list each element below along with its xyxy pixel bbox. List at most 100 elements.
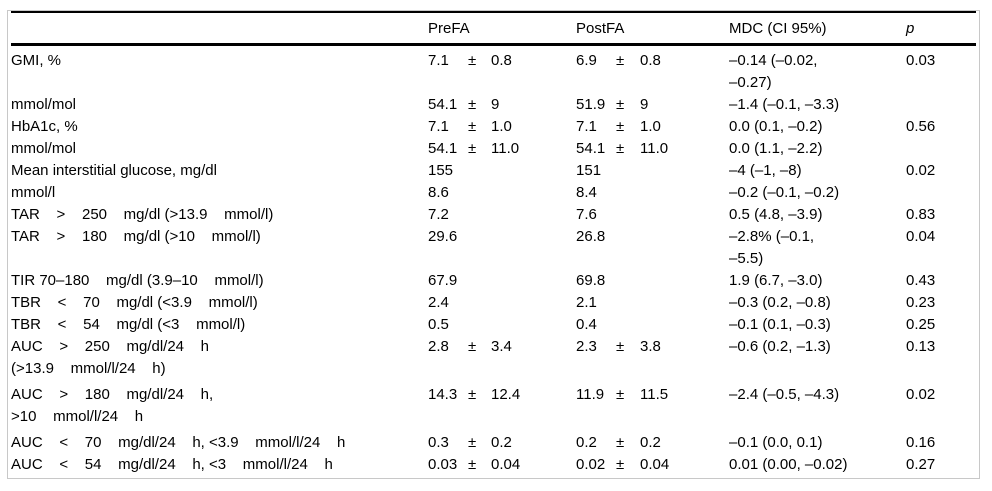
- p-value: 0.02: [906, 386, 936, 403]
- postfa-value: 54.1: [576, 140, 606, 157]
- mdc-ci-value: 0.0 (0.1, –0.2): [729, 118, 823, 135]
- prefa-value: 0.03: [428, 454, 468, 478]
- postfa-sd: 9: [640, 96, 649, 113]
- prefa-value: 0.5: [428, 316, 449, 333]
- p-value: 0.16: [906, 434, 936, 451]
- postfa-plus-minus: ±: [616, 386, 625, 403]
- postfa-plus-minus: [616, 226, 640, 270]
- p-value: [906, 182, 976, 204]
- postfa-value: 2.3: [576, 338, 597, 355]
- postfa-value: 26.8: [576, 228, 606, 245]
- postfa-sd: 0.8: [640, 52, 661, 69]
- postfa-sd: 0.2: [640, 434, 661, 451]
- mdc-ci-value: –2.8% (–0.1, –5.5): [729, 228, 815, 267]
- postfa-sd: [640, 160, 729, 182]
- postfa-plus-minus: [616, 314, 640, 336]
- prefa-sd: 3.4: [491, 338, 512, 355]
- p-value: 0.43: [906, 272, 936, 289]
- postfa-value: 11.9: [576, 386, 605, 403]
- mdc-ci-value: –2.4 (–0.5, –4.3): [729, 386, 840, 403]
- postfa-plus-minus: ±: [616, 140, 625, 157]
- postfa-sd: 11.0: [640, 140, 669, 157]
- prefa-plus-minus: [468, 204, 491, 226]
- table-row: mmol/mol 54.1 ±9 51.9 ±9 –1.4 (–0.1, –3.3): [11, 94, 976, 116]
- table-row: TBR < 70 mg/dl (<3.9 mmol/l) 2.4 2.1 –0.3 (…: [11, 292, 976, 314]
- postfa-value: 6.9: [576, 52, 597, 69]
- row-label: HbA1c, %: [11, 118, 78, 135]
- p-value: 0.25: [906, 316, 936, 333]
- postfa-value: 0.2: [576, 434, 597, 451]
- table-row: mmol/l 8.6 8.4 –0.2 (–0.1, –0.2): [11, 182, 976, 204]
- postfa-value: 7.1: [576, 118, 597, 135]
- prefa-plus-minus: [468, 314, 491, 336]
- prefa-sd: [491, 226, 576, 270]
- mdc-ci-value: 0.5 (4.8, –3.9): [729, 206, 823, 223]
- prefa-value: 155: [428, 162, 454, 179]
- postfa-plus-minus: [616, 160, 640, 182]
- table-row: mmol/mol 54.1 ±11.0 54.1 ±11.0 0.0 (1.1, –2.2…: [11, 138, 976, 160]
- mdc-ci-value: –0.14 (–0.02, –0.27): [729, 52, 818, 91]
- prefa-value: 0.3: [428, 434, 449, 451]
- postfa-value: 51.9: [576, 96, 606, 113]
- prefa-sd: [491, 204, 576, 226]
- postfa-plus-minus: [616, 292, 640, 314]
- mdc-ci-value: –0.1 (0.0, 0.1): [729, 434, 823, 451]
- postfa-value: 7.6: [576, 206, 597, 223]
- mdc-ci-value: –4 (–1, –8): [729, 162, 802, 179]
- prefa-value: 54.1: [428, 96, 458, 113]
- prefa-sd: 0.04: [491, 454, 577, 478]
- paper-table-figure: PreFA PostFA MDC (CI 95%) p GMI, % 7.1 ±0.…: [7, 10, 980, 479]
- prefa-plus-minus: [468, 270, 491, 292]
- mdc-ci-value: –0.6 (0.2, –1.3): [729, 338, 831, 355]
- prefa-sd: 9: [491, 96, 500, 113]
- prefa-plus-minus: [468, 226, 491, 270]
- row-label-column-header: [11, 11, 428, 46]
- prefa-value: 2.8: [428, 338, 449, 355]
- table-row: TIR 70–180 mg/dl (3.9–10 mmol/l) 67.9 69.8…: [11, 270, 976, 292]
- postfa-sd: 0.04: [640, 454, 730, 478]
- prefa-sd: [491, 182, 576, 204]
- row-label: AUC < 70 mg/dl/24 h, <3.9 mmol/l/24 h: [11, 434, 346, 451]
- row-label: AUC > 180 mg/dl/24 h, >10 mmol/l/24 h: [11, 386, 214, 425]
- postfa-value: 2.1: [576, 294, 597, 311]
- p-value: 0.27: [906, 454, 976, 478]
- column-header-p: p: [906, 11, 976, 46]
- table-row: TAR > 250 mg/dl (>13.9 mmol/l) 7.2 7.6 0.5 …: [11, 204, 976, 226]
- table-row: HbA1c, % 7.1 ±1.0 7.1 ±1.0 0.0 (0.1, –0.2) 0.5…: [11, 116, 976, 138]
- p-value: [906, 138, 976, 160]
- row-label: Mean interstitial glucose, mg/dl: [11, 162, 217, 179]
- prefa-sd: [491, 314, 576, 336]
- row-label: AUC > 250 mg/dl/24 h (>13.9 mmol/l/24 h): [11, 338, 210, 377]
- prefa-sd: 0.8: [491, 52, 512, 69]
- prefa-sd: [491, 270, 576, 292]
- table-row: AUC < 54 mg/dl/24 h, <3 mmol/l/24 h 0.03 ±…: [11, 454, 976, 478]
- header-row: PreFA PostFA MDC (CI 95%) p: [11, 11, 976, 46]
- prefa-plus-minus: ±: [468, 338, 477, 355]
- table-row: TAR > 180 mg/dl (>10 mmol/l) 29.6 26.8 –2.8…: [11, 226, 976, 270]
- mdc-ci-value: –1.4 (–0.1, –3.3): [729, 96, 840, 113]
- postfa-plus-minus: ±: [616, 118, 625, 135]
- prefa-value: 2.4: [428, 294, 449, 311]
- postfa-sd: [640, 314, 729, 336]
- prefa-sd: 11.0: [491, 140, 520, 157]
- prefa-plus-minus: ±: [468, 386, 477, 403]
- row-label: AUC < 54 mg/dl/24 h, <3 mmol/l/24 h: [11, 454, 428, 478]
- table-row: AUC > 180 mg/dl/24 h, >10 mmol/l/24 h 14.…: [11, 380, 976, 428]
- postfa-value: 0.4: [576, 316, 597, 333]
- postfa-sd: 11.5: [640, 386, 669, 403]
- p-value: 0.23: [906, 294, 936, 311]
- postfa-value: 8.4: [576, 184, 597, 201]
- postfa-sd: [640, 226, 729, 270]
- row-label: TAR > 250 mg/dl (>13.9 mmol/l): [11, 206, 274, 223]
- prefa-sd: [491, 292, 576, 314]
- p-value: 0.56: [906, 118, 936, 135]
- postfa-value: 69.8: [576, 272, 606, 289]
- row-label: GMI, %: [11, 52, 62, 69]
- p-value: 0.83: [906, 206, 936, 223]
- row-label: TBR < 70 mg/dl (<3.9 mmol/l): [11, 294, 258, 311]
- prefa-value: 14.3: [428, 386, 458, 403]
- row-label: mmol/l: [11, 184, 56, 201]
- postfa-sd: 3.8: [640, 338, 661, 355]
- postfa-plus-minus: ±: [616, 454, 641, 478]
- column-header-prefa: PreFA: [428, 11, 577, 46]
